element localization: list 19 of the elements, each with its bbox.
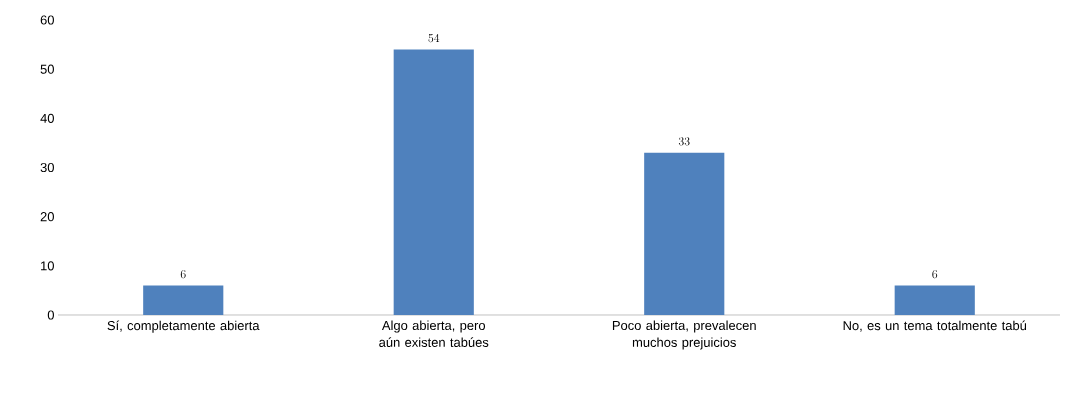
x-tick-label: Poco abierta, prevalecen muchos prejuicios bbox=[612, 320, 756, 350]
y-tick-label: 20 bbox=[40, 212, 54, 222]
y-tick-label: 50 bbox=[40, 64, 54, 74]
data-label: 33 bbox=[678, 137, 690, 146]
bar bbox=[894, 285, 975, 315]
y-tick-label: 40 bbox=[40, 113, 54, 123]
bar bbox=[143, 285, 224, 315]
bar bbox=[644, 152, 725, 315]
y-tick-label: 10 bbox=[41, 261, 54, 271]
data-label: 6 bbox=[932, 270, 938, 279]
y-tick-label: 30 bbox=[40, 162, 54, 173]
x-tick-label: Algo abierta, pero aún existen tabúes bbox=[379, 320, 489, 347]
y-tick-label: 0 bbox=[47, 310, 54, 320]
data-label: 6 bbox=[180, 270, 186, 279]
x-tick-label: No, es un tema totalmente tabú bbox=[843, 320, 1027, 332]
data-label: 54 bbox=[428, 33, 440, 43]
bar bbox=[393, 49, 474, 315]
y-tick-label: 60 bbox=[40, 15, 54, 25]
x-tick-label: Sí, completamente abierta bbox=[107, 320, 260, 333]
